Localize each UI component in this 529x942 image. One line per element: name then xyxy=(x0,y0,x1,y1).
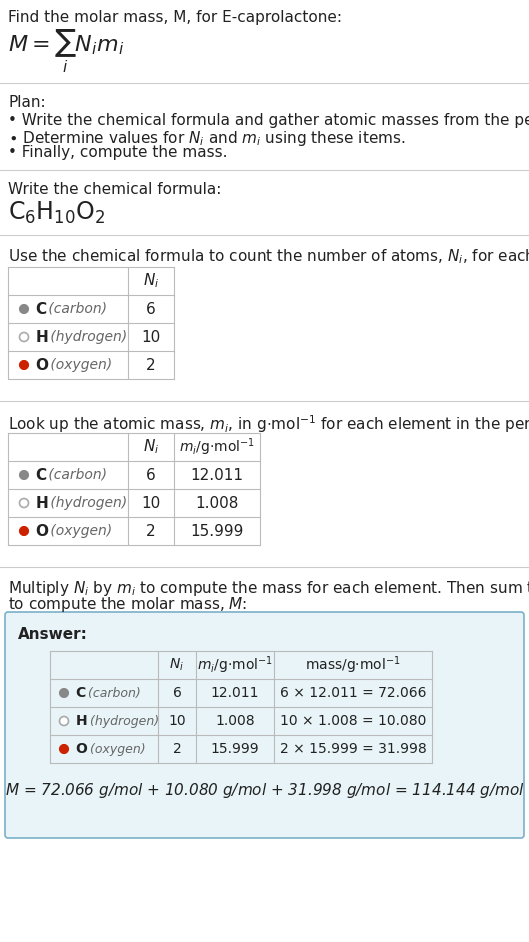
Text: (carbon): (carbon) xyxy=(44,468,107,482)
Circle shape xyxy=(59,689,68,697)
Text: (hydrogen): (hydrogen) xyxy=(86,714,159,727)
Text: mass/g$\cdot$mol$^{-1}$: mass/g$\cdot$mol$^{-1}$ xyxy=(305,654,401,675)
Text: $\bf{O}$: $\bf{O}$ xyxy=(35,357,49,373)
Text: 2: 2 xyxy=(146,358,156,372)
Text: $\bf{H}$: $\bf{H}$ xyxy=(35,495,48,511)
Circle shape xyxy=(20,333,29,342)
Circle shape xyxy=(20,361,29,369)
Text: $M$ = 72.066 g/mol + 10.080 g/mol + 31.998 g/mol = 114.144 g/mol: $M$ = 72.066 g/mol + 10.080 g/mol + 31.9… xyxy=(5,781,524,800)
FancyBboxPatch shape xyxy=(5,612,524,838)
Text: (oxygen): (oxygen) xyxy=(46,358,112,372)
Text: 6 × 12.011 = 72.066: 6 × 12.011 = 72.066 xyxy=(280,686,426,700)
Circle shape xyxy=(59,744,68,754)
Text: 2: 2 xyxy=(172,742,181,756)
Text: $N_i$: $N_i$ xyxy=(169,657,185,674)
Text: $N_i$: $N_i$ xyxy=(143,438,159,456)
Text: 10: 10 xyxy=(141,495,161,511)
Text: $\bf{H}$: $\bf{H}$ xyxy=(35,329,48,345)
Text: 12.011: 12.011 xyxy=(211,686,259,700)
Text: 2 × 15.999 = 31.998: 2 × 15.999 = 31.998 xyxy=(280,742,426,756)
Text: 1.008: 1.008 xyxy=(215,714,255,728)
Text: 2: 2 xyxy=(146,524,156,539)
Text: $m_i$/g$\cdot$mol$^{-1}$: $m_i$/g$\cdot$mol$^{-1}$ xyxy=(197,654,273,675)
Text: $N_i$: $N_i$ xyxy=(143,271,159,290)
Text: $\bullet$ Determine values for $N_i$ and $m_i$ using these items.: $\bullet$ Determine values for $N_i$ and… xyxy=(8,129,406,148)
Text: 1.008: 1.008 xyxy=(195,495,239,511)
Text: Look up the atomic mass, $m_i$, in g$\cdot$mol$^{-1}$ for each element in the pe: Look up the atomic mass, $m_i$, in g$\cd… xyxy=(8,413,529,434)
Text: Multiply $N_i$ by $m_i$ to compute the mass for each element. Then sum those val: Multiply $N_i$ by $m_i$ to compute the m… xyxy=(8,579,529,598)
Text: (carbon): (carbon) xyxy=(84,687,141,700)
Text: Find the molar mass, M, for E-caprolactone:: Find the molar mass, M, for E-caprolacto… xyxy=(8,10,342,25)
Text: Use the chemical formula to count the number of atoms, $N_i$, for each element:: Use the chemical formula to count the nu… xyxy=(8,247,529,266)
Text: • Write the chemical formula and gather atomic masses from the periodic table.: • Write the chemical formula and gather … xyxy=(8,113,529,128)
Text: $\bf{C}$: $\bf{C}$ xyxy=(35,301,47,317)
Text: (oxygen): (oxygen) xyxy=(46,524,112,538)
Text: $\bf{C}$: $\bf{C}$ xyxy=(75,686,86,700)
Text: Write the chemical formula:: Write the chemical formula: xyxy=(8,182,221,197)
Text: (hydrogen): (hydrogen) xyxy=(46,330,127,344)
Text: $m_i$/g$\cdot$mol$^{-1}$: $m_i$/g$\cdot$mol$^{-1}$ xyxy=(179,436,255,458)
Text: 15.999: 15.999 xyxy=(190,524,244,539)
Text: Plan:: Plan: xyxy=(8,95,45,110)
Text: 6: 6 xyxy=(146,467,156,482)
Text: to compute the molar mass, $M$:: to compute the molar mass, $M$: xyxy=(8,595,248,614)
Text: 6: 6 xyxy=(172,686,181,700)
Text: 10: 10 xyxy=(168,714,186,728)
Text: (carbon): (carbon) xyxy=(44,302,107,316)
Circle shape xyxy=(20,498,29,508)
Text: Answer:: Answer: xyxy=(18,627,88,642)
Circle shape xyxy=(59,717,68,725)
Text: 15.999: 15.999 xyxy=(211,742,259,756)
Text: 10: 10 xyxy=(141,330,161,345)
Text: $\bf{O}$: $\bf{O}$ xyxy=(75,742,88,756)
Text: $\mathregular{C_6H_{10}O_2}$: $\mathregular{C_6H_{10}O_2}$ xyxy=(8,200,105,226)
Circle shape xyxy=(20,304,29,314)
Text: $\bf{H}$: $\bf{H}$ xyxy=(75,714,87,728)
Text: 10 × 1.008 = 10.080: 10 × 1.008 = 10.080 xyxy=(280,714,426,728)
Text: $\bf{C}$: $\bf{C}$ xyxy=(35,467,47,483)
Text: 12.011: 12.011 xyxy=(190,467,243,482)
Text: $M = \sum_i N_i m_i$: $M = \sum_i N_i m_i$ xyxy=(8,28,124,75)
Text: 6: 6 xyxy=(146,301,156,317)
Circle shape xyxy=(20,527,29,535)
Circle shape xyxy=(20,470,29,479)
Text: $\bf{O}$: $\bf{O}$ xyxy=(35,523,49,539)
Text: • Finally, compute the mass.: • Finally, compute the mass. xyxy=(8,145,227,160)
Text: (oxygen): (oxygen) xyxy=(86,742,145,755)
Text: (hydrogen): (hydrogen) xyxy=(46,496,127,510)
